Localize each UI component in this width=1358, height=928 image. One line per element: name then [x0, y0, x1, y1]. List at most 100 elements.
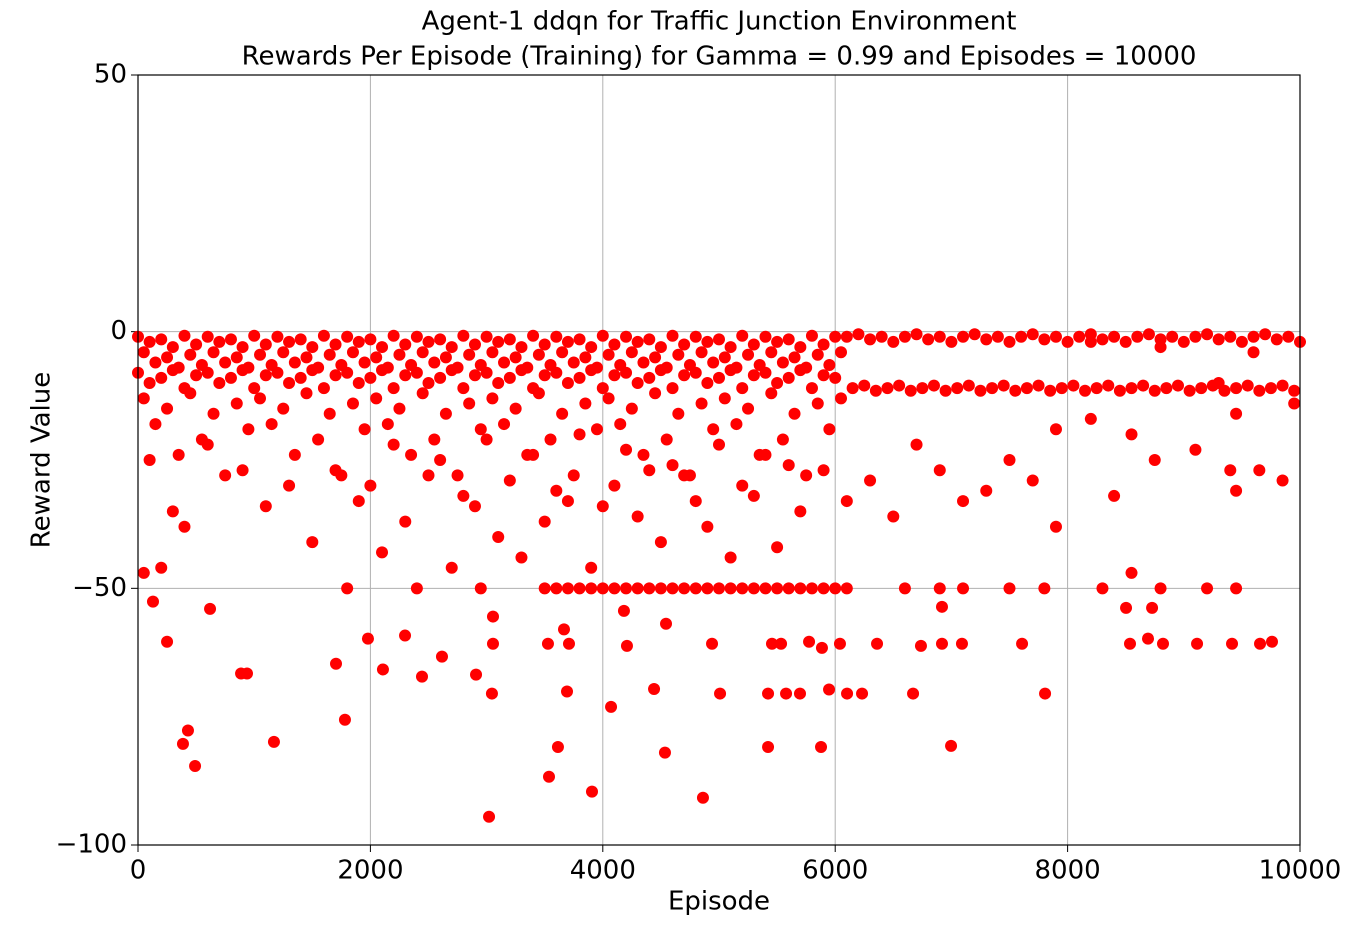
- point: [803, 635, 816, 648]
- x-tick-label: 10000: [1259, 856, 1342, 886]
- point: [898, 582, 911, 595]
- point: [914, 639, 927, 652]
- point: [696, 791, 709, 804]
- point: [718, 392, 731, 405]
- point: [689, 366, 702, 379]
- point: [1049, 330, 1062, 343]
- point: [1288, 397, 1301, 410]
- point: [910, 438, 923, 451]
- point: [579, 351, 592, 364]
- point: [561, 495, 574, 508]
- point: [230, 397, 243, 410]
- point: [771, 335, 784, 348]
- point: [602, 348, 615, 361]
- point: [771, 582, 784, 595]
- point: [643, 464, 656, 477]
- point: [759, 366, 772, 379]
- point: [933, 464, 946, 477]
- point: [782, 371, 795, 384]
- point: [707, 423, 720, 436]
- point: [649, 351, 662, 364]
- point: [713, 371, 725, 384]
- point: [387, 382, 400, 395]
- point: [1015, 330, 1028, 343]
- point: [605, 700, 618, 713]
- point: [474, 582, 487, 595]
- point: [1148, 454, 1161, 466]
- point: [815, 641, 828, 654]
- point: [509, 351, 522, 364]
- point: [573, 371, 586, 384]
- point: [277, 402, 290, 415]
- point: [399, 338, 412, 351]
- point: [922, 333, 935, 346]
- point: [445, 341, 458, 354]
- point: [422, 335, 435, 348]
- point: [492, 335, 505, 348]
- point: [451, 469, 464, 482]
- point: [1241, 379, 1254, 392]
- point: [596, 582, 609, 595]
- point: [585, 561, 598, 574]
- point: [736, 329, 749, 342]
- y-axis-label: Reward Value: [27, 372, 57, 549]
- point: [625, 346, 638, 359]
- point: [794, 364, 807, 377]
- point: [631, 377, 644, 389]
- point: [1189, 330, 1202, 343]
- point: [143, 454, 156, 466]
- point: [434, 371, 447, 384]
- point: [643, 333, 656, 346]
- point: [939, 384, 952, 397]
- point: [248, 382, 261, 395]
- point: [161, 351, 174, 364]
- point: [1276, 474, 1289, 487]
- point: [955, 637, 968, 650]
- point: [155, 371, 168, 384]
- point: [323, 348, 336, 361]
- point: [1212, 333, 1225, 346]
- point: [585, 582, 598, 595]
- x-tick-label: 6000: [802, 856, 868, 886]
- point: [898, 330, 911, 343]
- point: [718, 351, 731, 364]
- point: [166, 364, 179, 377]
- point: [776, 433, 789, 446]
- point: [782, 459, 795, 472]
- point: [678, 369, 691, 382]
- point: [480, 433, 493, 446]
- point: [271, 366, 284, 379]
- x-tick-label: 2000: [337, 856, 403, 886]
- x-tick-label: 4000: [570, 856, 636, 886]
- point: [620, 366, 633, 379]
- point: [823, 683, 836, 696]
- point: [137, 566, 150, 579]
- point: [1148, 384, 1161, 397]
- point: [370, 351, 383, 364]
- point: [236, 364, 249, 377]
- point: [1067, 379, 1080, 392]
- point: [1191, 637, 1204, 650]
- point: [1201, 328, 1214, 341]
- point: [724, 551, 737, 564]
- point: [213, 335, 226, 348]
- point: [207, 346, 220, 359]
- point: [393, 348, 406, 361]
- point: [654, 341, 667, 354]
- point: [181, 724, 194, 737]
- point: [410, 366, 423, 379]
- point: [300, 351, 313, 364]
- point: [776, 356, 789, 369]
- point: [358, 356, 371, 369]
- point: [486, 637, 499, 650]
- y-tick-label: −50: [72, 573, 127, 603]
- point: [294, 333, 307, 346]
- point: [550, 366, 563, 379]
- point: [617, 604, 630, 617]
- point: [736, 582, 749, 595]
- point: [1003, 582, 1016, 595]
- point: [137, 392, 150, 405]
- point: [762, 740, 775, 753]
- point: [1049, 423, 1062, 436]
- point: [1016, 637, 1029, 650]
